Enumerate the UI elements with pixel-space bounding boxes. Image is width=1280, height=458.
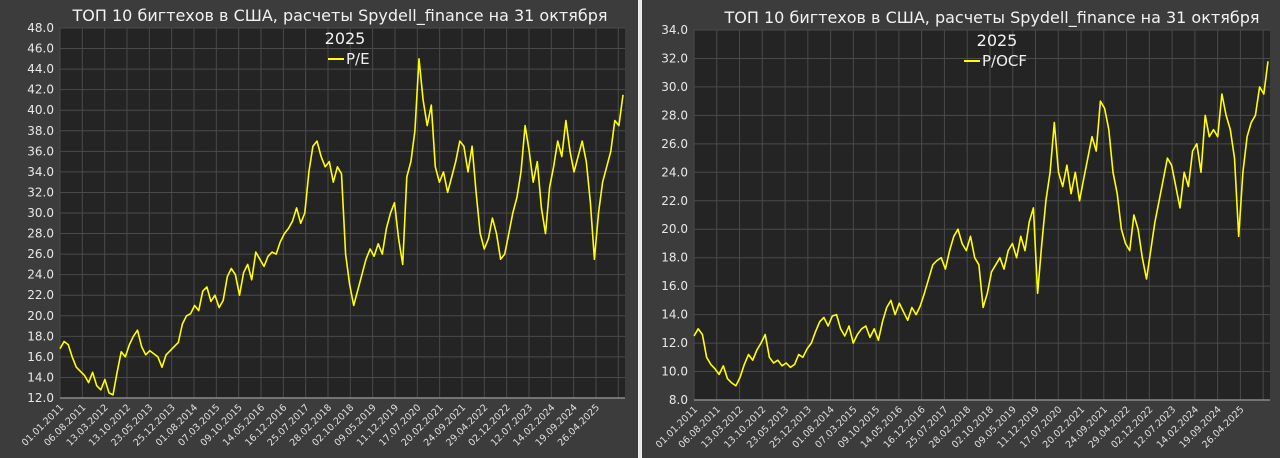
- chart-panel-pe: 12.0 14.0 16.0 18.0 20.0 22.0 24.0 26.0 28.0 30.0…: [0, 0, 638, 458]
- y-tick-label: 40.0: [27, 103, 54, 117]
- y-tick-label: 28.0: [27, 227, 54, 241]
- chart-title-line1: ТОП 10 бигтехов в США, расчеты Spydell_f…: [72, 6, 608, 25]
- y-tick-label: 22.0: [661, 194, 688, 208]
- y-tick-label: 32.0: [27, 185, 54, 199]
- legend-line-icon: [964, 60, 980, 62]
- y-tick-label: 34.0: [27, 165, 54, 179]
- series-line: [59, 57, 624, 396]
- y-tick-label: 44.0: [27, 62, 54, 76]
- y-tick-label: 16.0: [661, 279, 688, 293]
- pocf-line-chart: 8.0 10.0 12.0 14.0 16.0 18.0 20.0 22.0 24.0 26.0 2…: [654, 23, 1270, 451]
- y-tick-label: 30.0: [661, 80, 688, 94]
- y-tick-label: 10.0: [661, 365, 688, 379]
- y-tick-label: 24.0: [27, 268, 54, 282]
- y-tick-label: 14.0: [661, 308, 688, 322]
- y-tick-label: 30.0: [27, 206, 54, 220]
- chart-legend: P/E: [328, 50, 370, 68]
- y-tick-label: 16.0: [27, 350, 54, 364]
- y-tick-label: 42.0: [27, 83, 54, 97]
- chart-title-line2: 2025: [976, 31, 1018, 50]
- y-tick-label: 36.0: [27, 144, 54, 158]
- y-tick-label: 38.0: [27, 124, 54, 138]
- y-tick-label: 26.0: [661, 137, 688, 151]
- y-tick-label: 28.0: [661, 108, 688, 122]
- legend-label: P/OCF: [982, 52, 1028, 70]
- y-tick-label: 46.0: [27, 42, 54, 56]
- chart-panel-pocf: 8.0 10.0 12.0 14.0 16.0 18.0 20.0 22.0 24.0 26.0 2…: [642, 0, 1280, 458]
- y-tick-label: 8.0: [669, 393, 688, 407]
- y-tick-label: 22.0: [27, 288, 54, 302]
- chart-title-line1: ТОП 10 бигтехов в США, расчеты Spydell_f…: [724, 8, 1260, 27]
- y-tick-label: 12.0: [661, 336, 688, 350]
- panel-divider: [638, 0, 642, 458]
- y-tick-label: 32.0: [661, 51, 688, 65]
- legend-line-icon: [328, 58, 344, 60]
- y-tick-label: 20.0: [27, 309, 54, 323]
- y-tick-label: 12.0: [27, 391, 54, 405]
- y-tick-label: 48.0: [27, 21, 54, 35]
- y-tick-label: 18.0: [661, 251, 688, 265]
- y-tick-label: 18.0: [27, 329, 54, 343]
- y-tick-label: 34.0: [661, 23, 688, 37]
- chart-title-line2: 2025: [324, 29, 366, 48]
- y-tick-label: 26.0: [27, 247, 54, 261]
- legend-label: P/E: [346, 50, 370, 68]
- y-tick-label: 14.0: [27, 370, 54, 384]
- y-tick-label: 20.0: [661, 222, 688, 236]
- series-line: [693, 61, 1269, 387]
- plot-area: [694, 30, 1270, 400]
- y-tick-label: 24.0: [661, 165, 688, 179]
- pe-line-chart: 12.0 14.0 16.0 18.0 20.0 22.0 24.0 26.0 28.0 30.0…: [20, 21, 625, 449]
- chart-legend: P/OCF: [964, 52, 1027, 70]
